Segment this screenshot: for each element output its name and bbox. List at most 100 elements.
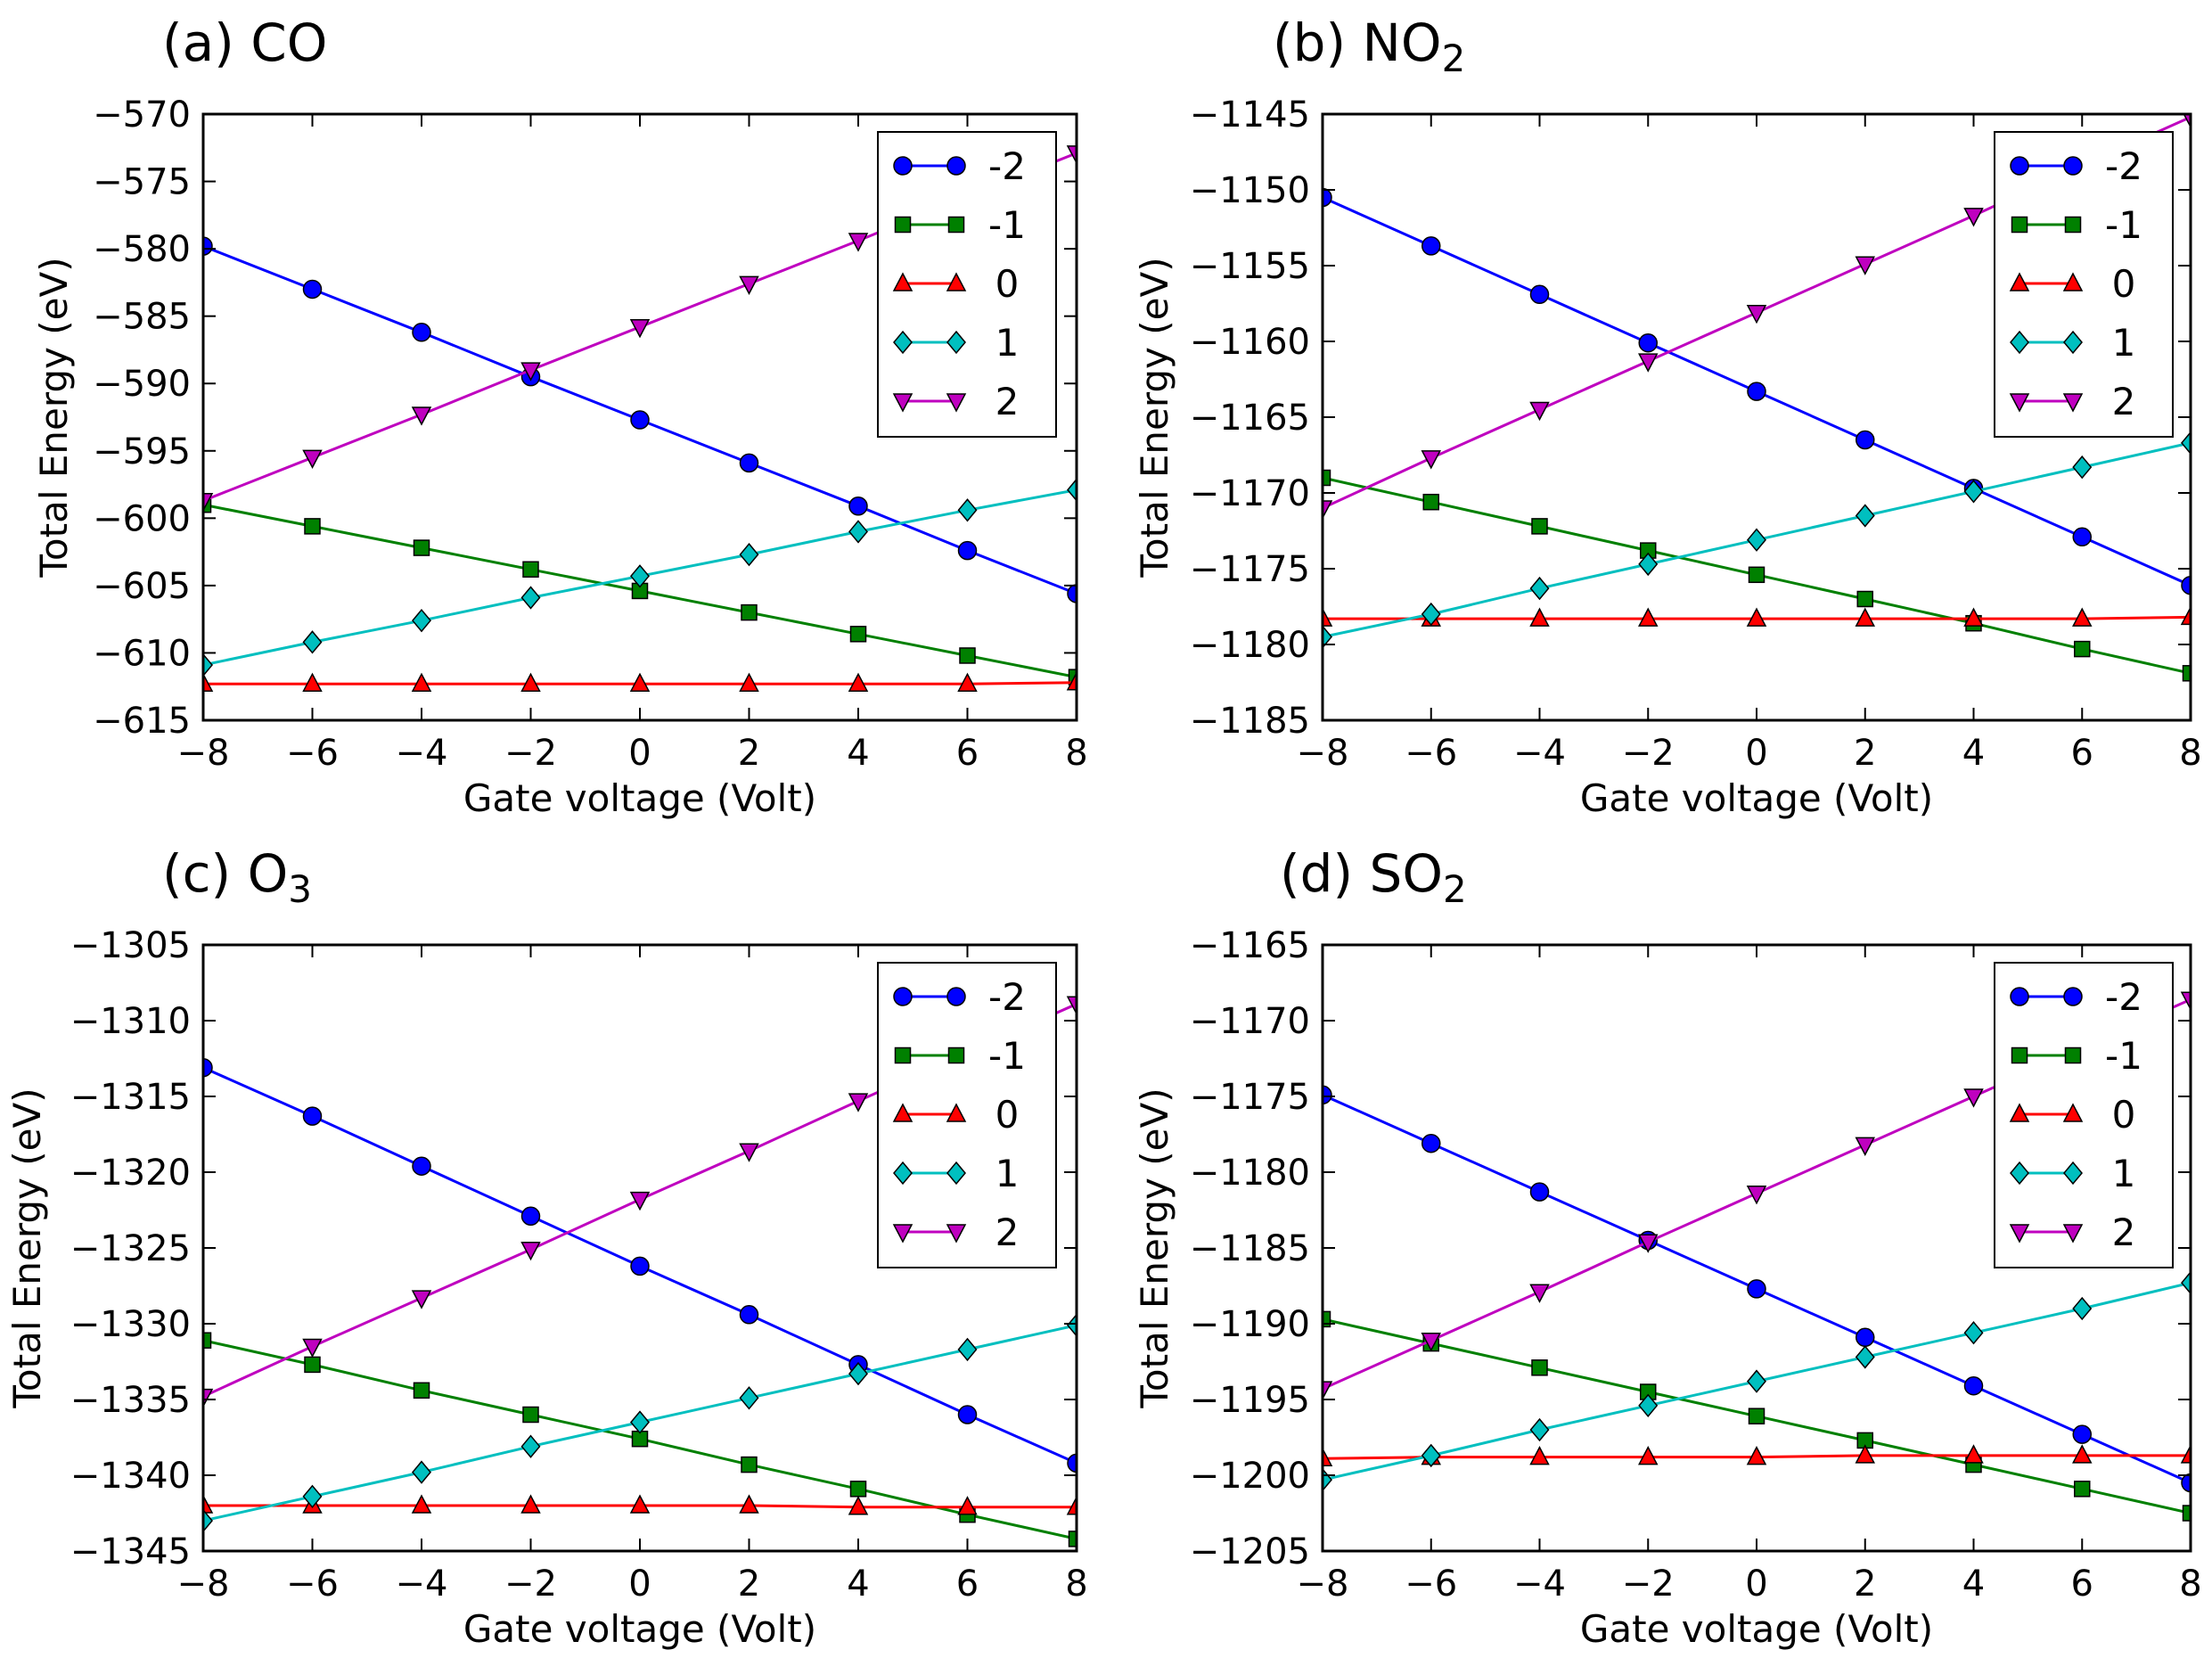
x-tick-label: −4 — [396, 733, 448, 774]
data-point — [630, 1410, 650, 1434]
y-tick-label: −600 — [93, 498, 191, 539]
data-point — [412, 1156, 431, 1176]
data-point — [302, 1338, 323, 1358]
x-tick-label: −8 — [1297, 733, 1349, 774]
panel-d: (d) SO2 −8 −6 −4 −2 0 2 4 6 8 −1165 −1170 −1175 −118… — [1133, 843, 2202, 1651]
data-point — [1421, 236, 1441, 256]
x-tick-label: 8 — [2179, 1564, 2201, 1605]
legend-marker — [947, 216, 965, 234]
x-tick-label: 8 — [2179, 733, 2201, 774]
legend-item: 2 — [2009, 1211, 2136, 1254]
data-point — [739, 542, 759, 567]
x-tick-label: 2 — [738, 1564, 760, 1605]
legend-marker — [2011, 216, 2028, 234]
x-tick-label: 4 — [847, 733, 869, 774]
data-point — [203, 1508, 213, 1533]
data-point — [959, 647, 976, 664]
data-point — [630, 564, 650, 588]
y-tick-label: −590 — [93, 364, 191, 405]
data-point — [1855, 1345, 1875, 1369]
data-point — [203, 1332, 212, 1349]
data-point — [848, 1496, 869, 1515]
data-point — [1638, 332, 1658, 353]
legend-marker — [2010, 156, 2029, 176]
legend-label: -2 — [2105, 975, 2142, 1019]
y-tick-label: −1160 — [1190, 322, 1310, 363]
data-point — [1323, 500, 1333, 520]
data-point — [957, 540, 978, 561]
data-point — [2180, 605, 2191, 626]
x-tick-label: −2 — [1622, 1564, 1675, 1605]
legend-label: 2 — [2112, 1211, 2136, 1254]
y-tick-label: −1200 — [1190, 1456, 1310, 1497]
series-0 — [203, 671, 1077, 692]
data-point — [848, 672, 869, 692]
data-point — [1529, 401, 1550, 422]
data-point — [739, 1494, 759, 1514]
data-point — [1746, 1186, 1767, 1205]
legend-marker — [893, 987, 913, 1006]
legend-marker — [893, 156, 913, 176]
data-point — [1422, 493, 1439, 511]
data-point — [848, 520, 868, 544]
data-point — [520, 362, 541, 382]
panel-title: (a) CO — [162, 12, 327, 73]
data-point — [412, 609, 431, 633]
y-tick-label: −1165 — [1190, 925, 1310, 966]
data-point — [1855, 1444, 1875, 1464]
legend-marker — [2064, 1047, 2082, 1064]
legend-marker — [2062, 393, 2084, 413]
data-point — [520, 586, 541, 610]
data-point — [412, 323, 431, 342]
data-point — [2072, 455, 2093, 480]
legend-marker — [946, 393, 967, 413]
y-tick-label: −1180 — [1190, 625, 1310, 666]
data-point — [957, 498, 978, 522]
data-point — [1748, 566, 1766, 584]
legend-item: -2 — [2010, 144, 2142, 188]
data-point — [630, 410, 650, 430]
data-point — [203, 1057, 213, 1078]
data-point — [1068, 1531, 1077, 1547]
legend-label: -2 — [2105, 144, 2142, 188]
legend-label: 2 — [2112, 380, 2136, 423]
legend-marker — [2062, 1103, 2084, 1122]
legend-marker — [946, 987, 966, 1006]
data-point — [848, 496, 868, 516]
series-0 — [1323, 1444, 2191, 1467]
legend-item: -1 — [894, 1034, 1026, 1078]
legend-item: 1 — [893, 1152, 1019, 1195]
data-point — [1855, 256, 1875, 275]
legend-label: -2 — [988, 975, 1026, 1019]
x-tick-label: −4 — [1513, 733, 1566, 774]
data-point — [1747, 382, 1766, 401]
data-point — [1856, 430, 1875, 450]
data-point — [1746, 304, 1767, 324]
legend-label: -1 — [988, 1034, 1026, 1078]
legend-item: 0 — [2009, 262, 2135, 306]
data-point — [1529, 284, 1550, 305]
data-point — [412, 1460, 431, 1484]
data-point — [1323, 625, 1332, 649]
data-point — [2072, 1424, 2092, 1444]
data-point — [1638, 353, 1659, 373]
data-point — [2074, 1481, 2091, 1498]
data-point — [520, 1434, 541, 1458]
y-tick-label: −595 — [93, 431, 191, 472]
x-tick-label: 2 — [1854, 1564, 1876, 1605]
legend-item: -2 — [893, 975, 1026, 1019]
data-point — [1323, 1381, 1333, 1400]
data-point — [1855, 607, 1875, 627]
x-tick-label: 0 — [628, 1564, 651, 1605]
legend-marker — [946, 272, 967, 291]
data-point — [1067, 1453, 1077, 1473]
legend-marker — [2062, 272, 2084, 291]
x-axis-label: Gate voltage (Volt) — [1580, 776, 1933, 820]
data-point — [203, 1388, 214, 1408]
data-point — [2181, 1473, 2191, 1493]
legend-marker — [893, 1161, 913, 1186]
data-point — [1529, 1284, 1550, 1303]
legend-marker — [893, 330, 913, 355]
data-point — [1747, 528, 1766, 552]
data-point — [1747, 1279, 1766, 1299]
